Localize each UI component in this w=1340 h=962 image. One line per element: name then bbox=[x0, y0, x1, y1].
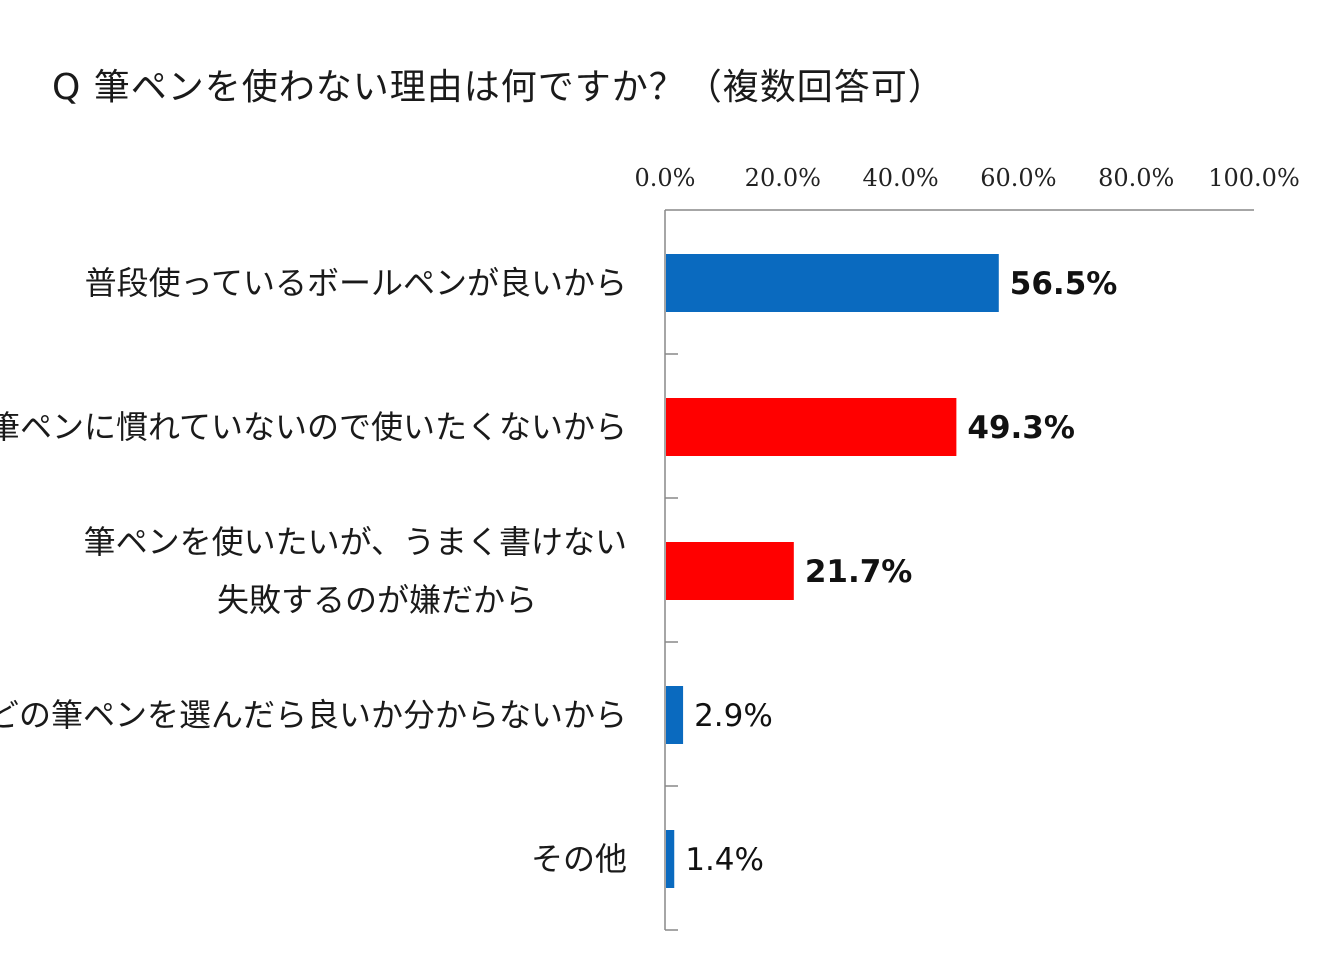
bar bbox=[666, 542, 794, 600]
category-label: どの筆ペンを選んだら良いか分からないから bbox=[0, 696, 627, 734]
x-tick-label: 80.0% bbox=[1098, 164, 1174, 192]
x-tick-label: 100.0% bbox=[1208, 164, 1300, 192]
chart-axes bbox=[664, 209, 1254, 931]
bar bbox=[666, 398, 957, 456]
bar bbox=[666, 686, 684, 744]
category-label: 普段使っているボールペンが良いから bbox=[85, 264, 627, 302]
category-label: 筆ペンに慣れていないので使いたくないから bbox=[0, 408, 627, 446]
x-tick-label: 20.0% bbox=[745, 164, 821, 192]
data-label: 21.7% bbox=[805, 554, 913, 590]
bar bbox=[666, 254, 999, 312]
data-label: 49.3% bbox=[967, 410, 1075, 446]
category-label: 筆ペンを使いたいが、うまく書けない bbox=[84, 523, 627, 561]
category-label: その他 bbox=[531, 840, 627, 878]
category-labels: 普段使っているボールペンが良いから筆ペンに慣れていないので使いたくないから筆ペン… bbox=[0, 264, 627, 878]
data-label: 1.4% bbox=[685, 842, 764, 878]
category-label: 失敗するのが嫌だから bbox=[217, 581, 537, 619]
data-labels: 56.5% 49.3% 21.7% 2.9% 1.4% bbox=[685, 266, 1117, 878]
x-tick-labels: 0.0% 20.0% 40.0% 60.0% 80.0% 100.0% bbox=[635, 164, 1300, 192]
x-tick-label: 60.0% bbox=[980, 164, 1056, 192]
x-tick-label: 40.0% bbox=[862, 164, 938, 192]
chart-title: Q 筆ペンを使わない理由は何ですか？（複数回答可） bbox=[52, 67, 945, 108]
data-label: 2.9% bbox=[694, 698, 773, 734]
bars bbox=[666, 254, 999, 888]
bar bbox=[666, 830, 675, 888]
data-label: 56.5% bbox=[1010, 266, 1118, 302]
x-tick-label: 0.0% bbox=[635, 164, 696, 192]
